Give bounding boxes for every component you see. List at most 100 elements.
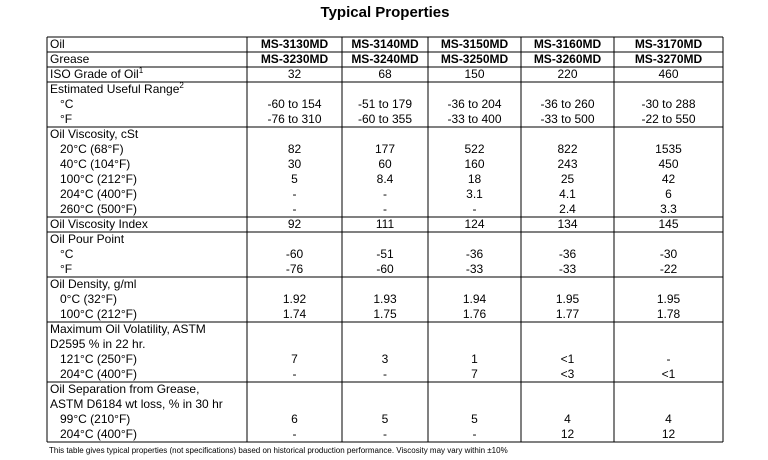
cell: -60 xyxy=(376,262,394,276)
row-label: Oil Pour Point xyxy=(50,232,125,246)
cell: 12 xyxy=(662,427,676,441)
cell: -60 to 355 xyxy=(358,112,412,126)
label-text: 0°C (32°F) xyxy=(60,292,117,306)
cell: MS-3170MD xyxy=(635,37,703,51)
cell: <1 xyxy=(561,352,575,366)
cell: 145 xyxy=(658,217,678,231)
row-label: °F xyxy=(60,112,72,126)
row-label: Oil Viscosity, cSt xyxy=(50,127,139,141)
footnote-ref: 2 xyxy=(179,81,184,90)
cell: 7 xyxy=(471,367,478,381)
label-text: 40°C (104°F) xyxy=(60,157,130,171)
cell: - xyxy=(293,202,297,216)
label-text: Grease xyxy=(50,52,90,66)
cell: 1.77 xyxy=(556,307,580,321)
cell: 1.92 xyxy=(283,292,307,306)
cell: 25 xyxy=(561,172,575,186)
cell: - xyxy=(383,427,387,441)
row-label: Maximum Oil Volatility, ASTM xyxy=(50,322,206,336)
cell: -30 to 288 xyxy=(641,97,695,111)
cell: - xyxy=(293,187,297,201)
cell: 4 xyxy=(665,412,672,426)
cell: 220 xyxy=(557,67,577,81)
label-text: ISO Grade of Oil xyxy=(50,67,139,81)
cell: 18 xyxy=(468,172,482,186)
cell: 150 xyxy=(464,67,484,81)
row-label: °C xyxy=(60,247,74,261)
cell: -36 to 260 xyxy=(540,97,594,111)
row-label: °C xyxy=(60,97,74,111)
label-text: 20°C (68°F) xyxy=(60,142,124,156)
title: Typical Properties xyxy=(321,4,450,21)
row-label: 204°C (400°F) xyxy=(60,187,137,201)
cell: 160 xyxy=(464,157,484,171)
label-text: Oil Viscosity Index xyxy=(50,217,148,231)
cell: 32 xyxy=(288,67,302,81)
cell: - xyxy=(293,427,297,441)
row-label: 121°C (250°F) xyxy=(60,352,137,366)
cell: 60 xyxy=(378,157,392,171)
cell: 12 xyxy=(561,427,575,441)
label-text: °C xyxy=(60,247,74,261)
cell: 134 xyxy=(557,217,577,231)
label-text: 100°C (212°F) xyxy=(60,307,137,321)
row-label: 204°C (400°F) xyxy=(60,427,137,441)
cell: 3.1 xyxy=(466,187,483,201)
row-label: Oil Density, g/ml xyxy=(50,277,136,291)
cell: MS-3250MD xyxy=(441,52,509,66)
row-label: ASTM D6184 wt loss, % in 30 hr xyxy=(50,397,223,411)
cell: 68 xyxy=(378,67,392,81)
cell: MS-3130MD xyxy=(261,37,329,51)
cell: 4 xyxy=(564,412,571,426)
label-text: D2595 % in 22 hr. xyxy=(50,337,145,351)
cell: 1.95 xyxy=(657,292,681,306)
cell: -22 xyxy=(660,262,678,276)
label-text: 121°C (250°F) xyxy=(60,352,137,366)
cell: - xyxy=(667,352,671,366)
label-text: ASTM D6184 wt loss, % in 30 hr xyxy=(50,397,223,411)
cell: -36 to 204 xyxy=(447,97,501,111)
cell: 460 xyxy=(658,67,678,81)
label-text: Oil Separation from Grease, xyxy=(50,382,199,396)
cell: -51 to 179 xyxy=(358,97,412,111)
cell: 1.76 xyxy=(463,307,487,321)
label-text: Oil Pour Point xyxy=(50,232,125,246)
cell: 5 xyxy=(382,412,389,426)
cell: 8.4 xyxy=(377,172,394,186)
cell: MS-3150MD xyxy=(441,37,509,51)
cell: 1535 xyxy=(655,142,682,156)
label-text: Oil xyxy=(50,37,65,51)
row-label: Oil xyxy=(50,37,65,51)
cell: 822 xyxy=(557,142,577,156)
cell: MS-3270MD xyxy=(635,52,703,66)
label-text: Estimated Useful Range xyxy=(50,82,180,96)
cell: 450 xyxy=(658,157,678,171)
row-label: Estimated Useful Range2 xyxy=(50,81,184,96)
row-label: Oil Separation from Grease, xyxy=(50,382,199,396)
footnote: This table gives typical properties (not… xyxy=(49,446,508,455)
cell: 5 xyxy=(471,412,478,426)
cell: -33 xyxy=(559,262,577,276)
label-text: 100°C (212°F) xyxy=(60,172,137,186)
label-text: Oil Viscosity, cSt xyxy=(50,127,139,141)
cell: 30 xyxy=(288,157,302,171)
row-label: °F xyxy=(60,262,72,276)
cell: 111 xyxy=(376,217,395,231)
cell: 82 xyxy=(288,142,302,156)
cell: -76 to 310 xyxy=(267,112,321,126)
row-label: 260°C (500°F) xyxy=(60,202,137,216)
cell: 1.95 xyxy=(556,292,580,306)
cell: 1.74 xyxy=(283,307,307,321)
cell: -36 xyxy=(466,247,484,261)
cell: MS-3160MD xyxy=(534,37,602,51)
cell: -36 xyxy=(559,247,577,261)
cell: MS-3230MD xyxy=(261,52,329,66)
row-label: 100°C (212°F) xyxy=(60,172,137,186)
cell: -33 xyxy=(466,262,484,276)
cell: -33 to 500 xyxy=(540,112,594,126)
cell: -60 xyxy=(286,247,304,261)
label-text: Oil Density, g/ml xyxy=(50,277,136,291)
label-text: °F xyxy=(60,112,72,126)
cell: 42 xyxy=(662,172,676,186)
